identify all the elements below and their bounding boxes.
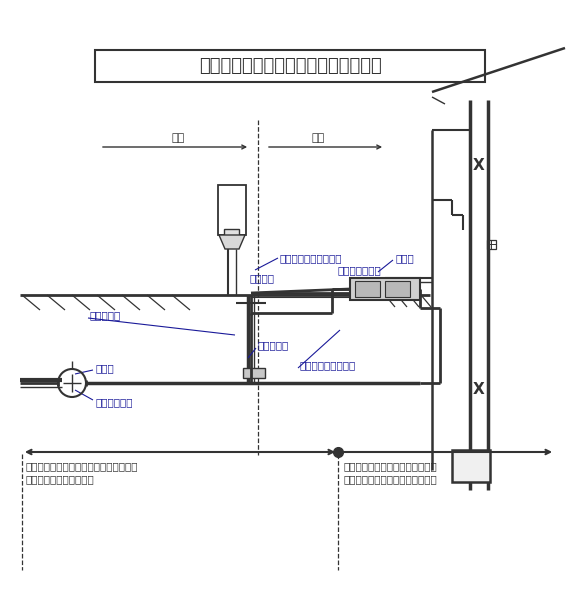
Bar: [243, 368, 265, 378]
Text: 所有者／使用者様が修繕する範囲: 所有者／使用者様が修繕する範囲: [344, 461, 438, 471]
Bar: [452, 450, 490, 482]
Text: 水道事務所で修繕することができる範囲: 水道事務所で修繕することができる範囲: [26, 461, 139, 471]
Text: 宅地: 宅地: [311, 133, 325, 143]
Bar: [355, 281, 380, 297]
Text: （メータボックスよりも宅地側）: （メータボックスよりも宅地側）: [344, 474, 438, 484]
Text: 止水栓（第１バルブ）: 止水栓（第１バルブ）: [280, 253, 342, 263]
Text: サドル分水栓: サドル分水栓: [95, 397, 133, 407]
Text: メータボックス: メータボックス: [338, 265, 382, 275]
Text: メータ用補助止水栓: メータ用補助止水栓: [300, 360, 356, 370]
Bar: [350, 278, 420, 300]
Text: 分水栓継手: 分水栓継手: [90, 310, 121, 320]
Text: 止水栓置: 止水栓置: [250, 273, 275, 283]
Polygon shape: [219, 235, 245, 249]
Bar: [224, 229, 239, 237]
Bar: [487, 240, 496, 249]
Bar: [95, 50, 485, 82]
Text: 公道: 公道: [171, 133, 184, 143]
Text: メータ: メータ: [395, 253, 414, 263]
Text: （メータボックスまで）: （メータボックスまで）: [26, 474, 95, 484]
Text: 給水装置における自然漏水の修繕範囲: 給水装置における自然漏水の修繕範囲: [198, 57, 381, 75]
Text: X: X: [473, 383, 485, 397]
Text: 配水管: 配水管: [95, 363, 113, 373]
Bar: [385, 281, 410, 297]
Text: X: X: [473, 157, 485, 173]
Bar: [218, 185, 246, 235]
Text: 止水栓継手: 止水栓継手: [258, 340, 289, 350]
